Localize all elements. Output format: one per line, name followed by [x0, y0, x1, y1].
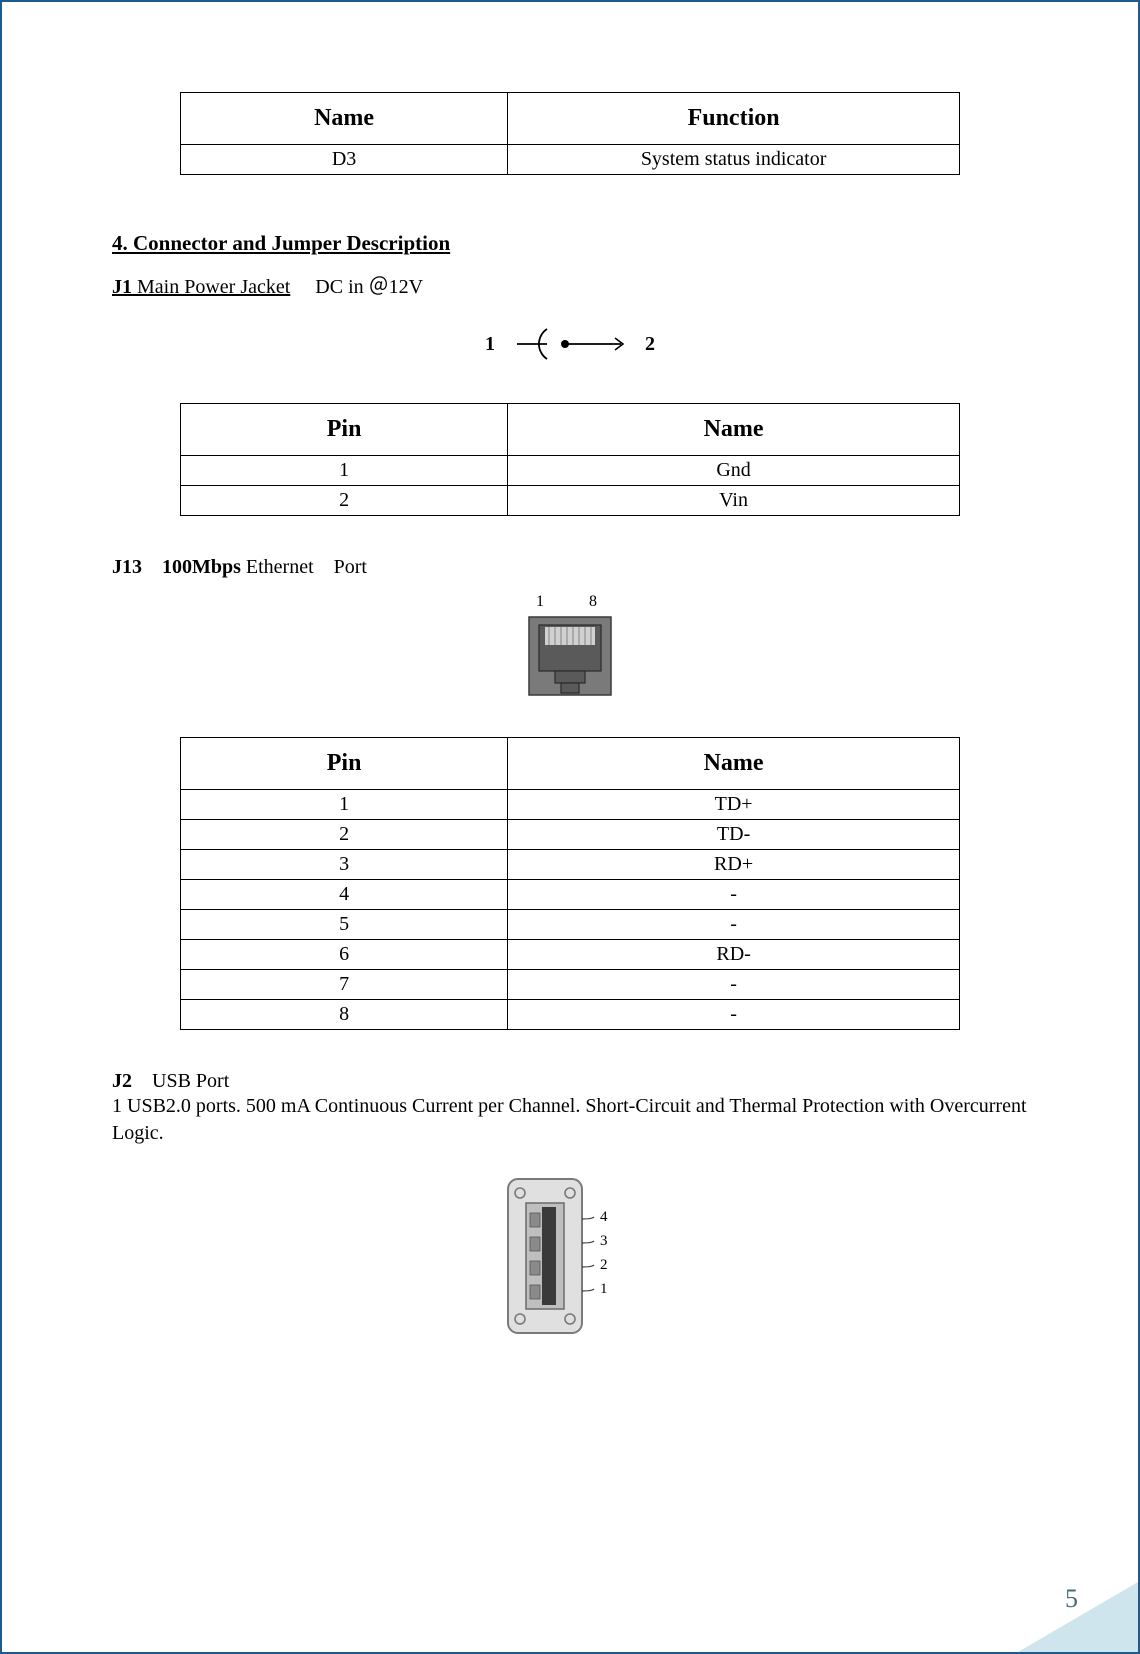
cell: RD+ [508, 850, 960, 880]
table-j1-pins: Pin Name 1Gnd 2Vin [180, 403, 960, 516]
j13-ethernet-figure: 1 8 [102, 593, 1038, 697]
j2-description: 1 USB2.0 ports. 500 mA Continuous Curren… [112, 1093, 1038, 1147]
table-name-function: Name Function D3 System status indicator [180, 92, 960, 175]
th-function: Function [508, 93, 960, 145]
j1-label-rest: Main Power Jacket [132, 276, 290, 298]
table-row: 4- [181, 880, 960, 910]
cell: RD- [508, 940, 960, 970]
cell: - [508, 1000, 960, 1030]
cell: D3 [181, 145, 508, 175]
usb-pin-1-label: 1 [600, 1281, 608, 1297]
cell: TD- [508, 820, 960, 850]
cell: - [508, 880, 960, 910]
cell: 8 [181, 1000, 508, 1030]
table-row: D3 System status indicator [181, 145, 960, 175]
usb-port-icon: 4 3 2 1 [500, 1171, 640, 1341]
j2-usb-figure: 4 3 2 1 [102, 1171, 1038, 1341]
cell: 2 [181, 486, 508, 516]
j2-heading: J2 USB Port [112, 1070, 1038, 1093]
j13-label-bold: J13 100Mbps [112, 556, 241, 578]
cell: 2 [181, 820, 508, 850]
j1-pin1-label: 1 [485, 333, 495, 356]
j1-pin2-label: 2 [645, 333, 655, 356]
table-row: 7- [181, 970, 960, 1000]
cell: 5 [181, 910, 508, 940]
table-row: 3RD+ [181, 850, 960, 880]
j1-heading: J1 Main Power Jacket DC in ＠12V [112, 270, 1038, 299]
j13-heading: J13 100Mbps Ethernet Port [112, 556, 1038, 579]
j13-pin-right: 8 [589, 593, 597, 611]
cell: Gnd [508, 456, 960, 486]
table-row: 8- [181, 1000, 960, 1030]
table-row: 1Gnd [181, 456, 960, 486]
section-4-heading: 4. Connector and Jumper Description [112, 231, 1038, 256]
th-name: Name [508, 738, 960, 790]
ethernet-port-icon [527, 615, 613, 697]
j2-label-rest: USB Port [132, 1070, 229, 1092]
usb-pin-3-label: 3 [600, 1233, 608, 1249]
th-name: Name [181, 93, 508, 145]
j1-label-tail: DC in ＠12V [290, 276, 423, 298]
th-name: Name [508, 404, 960, 456]
corner-decoration [1018, 1582, 1138, 1652]
j13-pin-labels: 1 8 [536, 593, 597, 611]
table-row: 5- [181, 910, 960, 940]
usb-pin-2-label: 2 [600, 1257, 608, 1273]
cell: - [508, 910, 960, 940]
cell: 1 [181, 456, 508, 486]
power-jack-icon [515, 317, 625, 371]
cell: Vin [508, 486, 960, 516]
j1-connector-diagram: 1 2 [102, 317, 1038, 371]
table-row: 1TD+ [181, 790, 960, 820]
cell: 4 [181, 880, 508, 910]
table-row: 6RD- [181, 940, 960, 970]
usb-pin-4-label: 4 [600, 1209, 608, 1225]
cell: TD+ [508, 790, 960, 820]
cell: 3 [181, 850, 508, 880]
cell: System status indicator [508, 145, 960, 175]
cell: 7 [181, 970, 508, 1000]
page-number: 5 [1065, 1584, 1078, 1614]
table-row: 2Vin [181, 486, 960, 516]
j13-pin-left: 1 [536, 593, 544, 611]
cell: 1 [181, 790, 508, 820]
th-pin: Pin [181, 738, 508, 790]
j13-label-rest: Ethernet Port [241, 556, 367, 578]
th-pin: Pin [181, 404, 508, 456]
cell: - [508, 970, 960, 1000]
j1-label-bold: J1 [112, 276, 132, 298]
table-j13-pins: Pin Name 1TD+ 2TD- 3RD+ 4- 5- 6RD- 7- 8- [180, 737, 960, 1030]
table-row: 2TD- [181, 820, 960, 850]
cell: 6 [181, 940, 508, 970]
j2-label-bold: J2 [112, 1070, 132, 1092]
